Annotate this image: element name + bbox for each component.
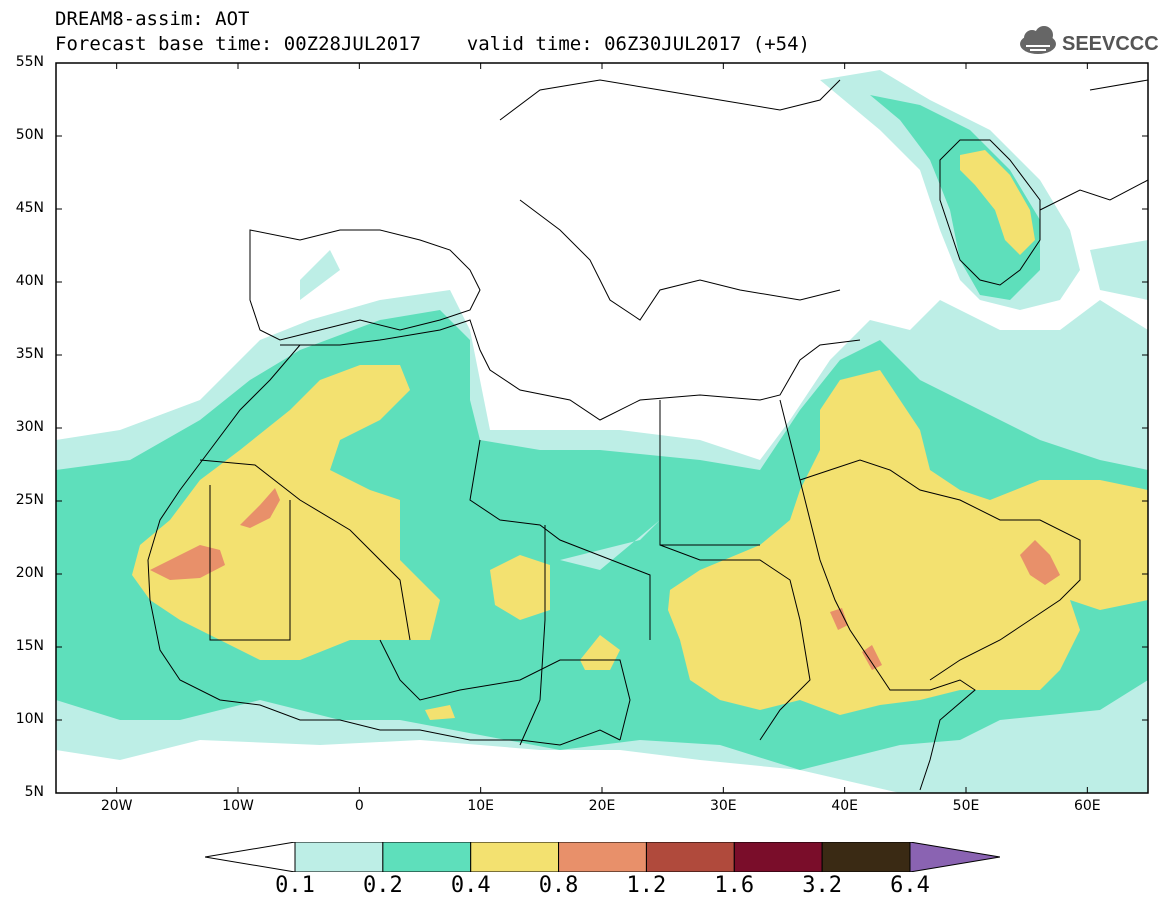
aot-field	[56, 70, 1148, 793]
colorbar-swatch	[821, 842, 911, 872]
lon-tick-label: 60E	[1073, 798, 1101, 814]
lon-tick-label: 30E	[709, 798, 737, 814]
colorbar-swatch	[558, 842, 647, 872]
lat-tick-label: 35N	[15, 346, 44, 362]
lon-tick-label: 50E	[952, 798, 980, 814]
colorbar-label: 0.4	[450, 873, 491, 898]
colorbar-label: 3.2	[802, 873, 843, 898]
lat-tick-label: 5N	[24, 784, 44, 800]
lon-tick-label: 40E	[831, 798, 858, 814]
colorbar-swatch	[645, 842, 735, 872]
colorbar-label: 1.6	[714, 873, 755, 898]
lat-tick-label: 15N	[15, 638, 44, 654]
colorbar-high-triangle	[909, 842, 1000, 872]
colorbar-swatch	[382, 842, 472, 872]
svg-text:SEEVCCC: SEEVCCC	[1062, 33, 1158, 55]
lon-tick-label: 0	[354, 798, 364, 814]
colorbar-label: 6.4	[890, 873, 930, 898]
lat-tick-label: 40N	[15, 273, 44, 289]
colorbar	[205, 842, 1000, 872]
lon-tick-label: 10W	[222, 798, 254, 814]
colorbar-label: 0.2	[362, 873, 403, 898]
seevccc-logo: SEEVCCC	[1020, 26, 1158, 55]
lat-tick-label: 45N	[15, 200, 44, 216]
colorbar-swatch	[470, 842, 560, 872]
colorbar-swatch	[294, 842, 384, 872]
lon-tick-label: 20E	[588, 798, 616, 814]
chart-title: DREAM8-assim: AOT	[55, 8, 250, 30]
colorbar-swatch	[733, 842, 823, 872]
colorbar-label: 0.1	[275, 873, 315, 898]
lon-tick-label: 20W	[100, 798, 133, 814]
lat-tick-label: 10N	[15, 711, 44, 727]
lat-tick-label: 55N	[15, 54, 44, 70]
colorbar-label: 0.8	[538, 873, 579, 898]
lat-tick-label: 25N	[15, 492, 44, 508]
lat-tick-label: 30N	[15, 419, 44, 435]
lon-tick-label: 10E	[467, 798, 494, 814]
forecast-time-line: Forecast base time: 00Z28JUL2017 valid t…	[55, 33, 810, 55]
lat-tick-label: 50N	[15, 127, 44, 143]
colorbar-low-triangle	[205, 842, 296, 872]
lat-tick-label: 20N	[15, 565, 44, 581]
cloud-icon	[1020, 26, 1056, 54]
colorbar-label: 1.2	[626, 873, 667, 898]
